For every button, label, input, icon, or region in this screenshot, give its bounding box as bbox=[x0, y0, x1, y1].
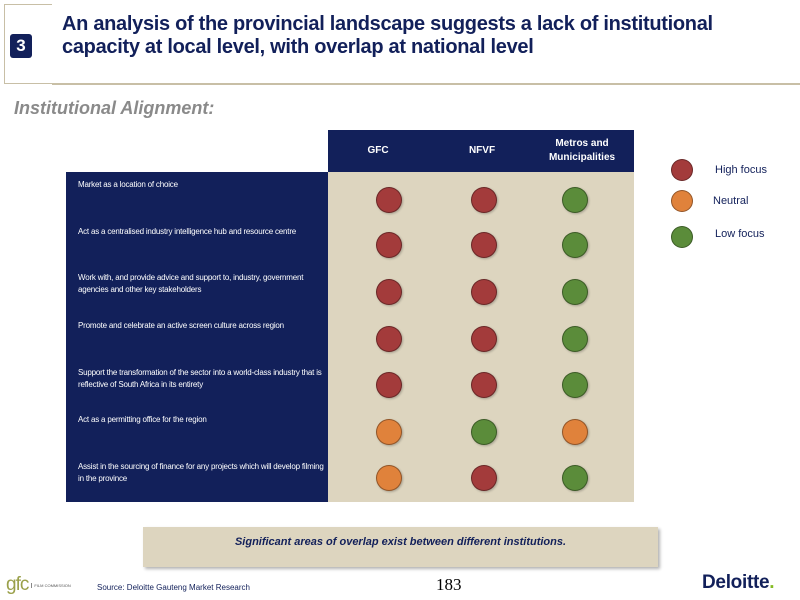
rating-dot-neutral bbox=[376, 465, 402, 491]
legend-high-label: High focus bbox=[715, 164, 767, 176]
rating-dot-low bbox=[562, 465, 588, 491]
row-label: Market as a location of choice bbox=[78, 180, 178, 189]
row-label: Promote and celebrate an active screen c… bbox=[78, 321, 284, 330]
gfc-logo-sub: FILM COMMISSION bbox=[31, 582, 71, 588]
gfc-logo: gfc FILM COMMISSION bbox=[6, 574, 71, 596]
rating-dot-high bbox=[471, 326, 497, 352]
column-header-band bbox=[328, 130, 634, 172]
row-labels-panel bbox=[66, 172, 328, 502]
legend-neutral-dot bbox=[671, 190, 693, 212]
column-header-nfvf: NFVF bbox=[468, 145, 496, 156]
rating-dot-low bbox=[562, 187, 588, 213]
callout-text: Significant areas of overlap exist betwe… bbox=[234, 536, 567, 548]
rating-dot-high bbox=[376, 232, 402, 258]
rating-dot-low bbox=[562, 326, 588, 352]
rating-dot-high bbox=[376, 187, 402, 213]
column-header-gfc: GFC bbox=[367, 145, 389, 156]
deloitte-logo-dot: . bbox=[769, 572, 775, 593]
row-label: Work with, and provide advice and suppor… bbox=[78, 273, 304, 294]
row-label: Act as a centralised industry intelligen… bbox=[78, 227, 297, 236]
rating-dot-low bbox=[562, 232, 588, 258]
rating-dot-high bbox=[471, 279, 497, 305]
rating-dot-high bbox=[376, 372, 402, 398]
column-header-metros: Metros and Municipalities bbox=[548, 138, 616, 163]
rating-dot-high bbox=[471, 232, 497, 258]
header-divider bbox=[52, 83, 800, 85]
rating-dot-high bbox=[471, 372, 497, 398]
rating-dot-high bbox=[376, 326, 402, 352]
section-title: Institutional Alignment: bbox=[14, 98, 215, 118]
rating-dot-low bbox=[562, 279, 588, 305]
callout-box: Significant areas of overlap exist betwe… bbox=[143, 527, 658, 567]
row-label: Support the transformation of the sector… bbox=[78, 368, 322, 389]
gfc-logo-text: gfc bbox=[6, 574, 29, 595]
deloitte-logo: Deloitte. bbox=[702, 572, 775, 594]
rating-dot-low bbox=[471, 419, 497, 445]
deloitte-logo-text: Deloitte bbox=[702, 572, 770, 593]
page-number: 183 bbox=[436, 575, 462, 594]
legend-neutral-label: Neutral bbox=[713, 195, 749, 207]
rating-dot-high bbox=[376, 279, 402, 305]
slide-title: An analysis of the provincial landscape … bbox=[62, 13, 713, 58]
legend-low-dot bbox=[671, 226, 693, 248]
legend-high-dot bbox=[671, 159, 693, 181]
rating-dot-high bbox=[471, 187, 497, 213]
legend-low-label: Low focus bbox=[715, 228, 765, 240]
rating-dot-neutral bbox=[376, 419, 402, 445]
row-label: Assist in the sourcing of finance for an… bbox=[78, 462, 324, 483]
source-note: Source: Deloitte Gauteng Market Research bbox=[97, 583, 250, 592]
rating-dot-neutral bbox=[562, 419, 588, 445]
row-label: Act as a permitting office for the regio… bbox=[78, 415, 207, 424]
rating-dot-low bbox=[562, 372, 588, 398]
slide-number-badge: 3 bbox=[10, 34, 32, 58]
rating-dot-high bbox=[471, 465, 497, 491]
